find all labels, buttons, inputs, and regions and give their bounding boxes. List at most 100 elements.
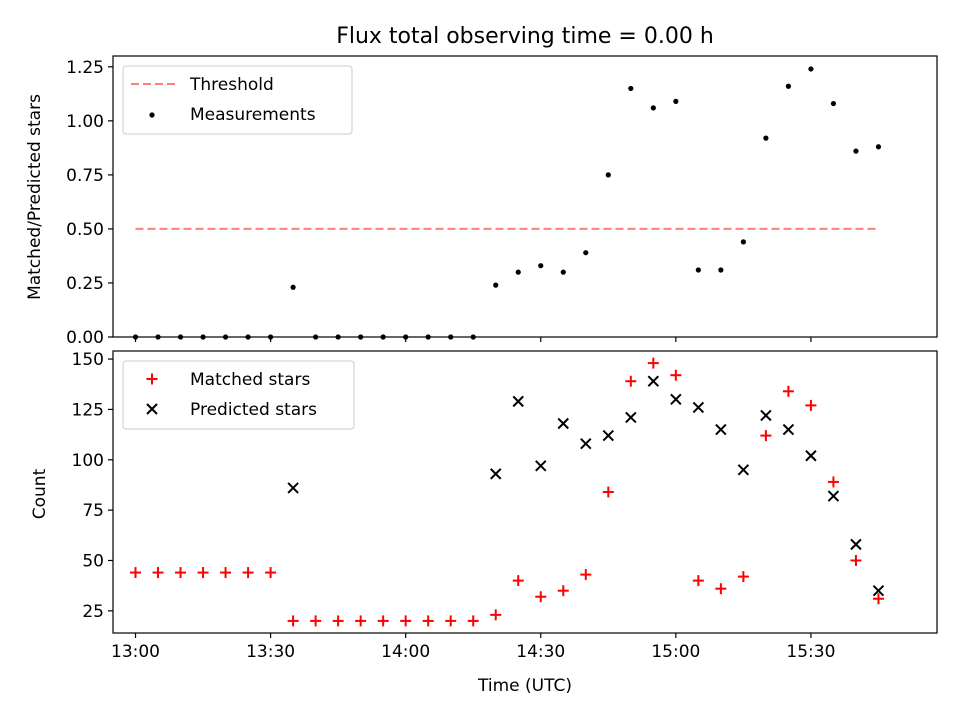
- predicted-point: [737, 464, 750, 476]
- matched-point: [850, 554, 862, 566]
- measurement-point: [583, 250, 589, 256]
- series-measurements: [132, 66, 882, 340]
- measurement-point: [628, 85, 634, 92]
- matched-point: [490, 609, 502, 621]
- legend-measurements-label: Measurements: [190, 105, 316, 125]
- matched-point: [355, 615, 367, 627]
- matched-point: [692, 575, 704, 587]
- star-count-panel: Count Time (UTC) 25 50 75 100 125 150 13:00 13:…: [30, 350, 938, 696]
- matched-point: [535, 591, 547, 603]
- legend: Threshold Measurements: [122, 65, 353, 135]
- matched-point: [287, 615, 299, 627]
- matched-point: [422, 615, 434, 627]
- measurement-point: [853, 148, 859, 154]
- matched-point: [220, 567, 232, 579]
- matched-point: [602, 486, 614, 498]
- legend-predicted-label: Predicted stars: [190, 400, 317, 420]
- y-axis-label: Matched/Predicted stars: [25, 94, 45, 300]
- predicted-point: [827, 490, 840, 502]
- x-tick-label: 15:30: [786, 642, 835, 662]
- legend-matched-swatch: [146, 373, 158, 385]
- matched-point: [467, 615, 479, 627]
- legend-matched-label: Matched stars: [190, 370, 310, 390]
- y-tick-label: 75: [82, 501, 104, 521]
- predicted-point: [512, 395, 524, 408]
- matched-point: [265, 567, 277, 579]
- legend-threshold-label: Threshold: [189, 75, 274, 95]
- matched-point: [782, 385, 794, 397]
- predicted-point: [535, 460, 547, 472]
- x-tick-label: 14:30: [516, 642, 565, 662]
- measurement-point: [605, 172, 611, 178]
- matched-point: [175, 567, 187, 579]
- matched-point: [557, 585, 569, 597]
- predicted-point: [580, 437, 592, 450]
- matched-point: [130, 567, 142, 579]
- measurement-point: [718, 267, 724, 273]
- x-tick-label: 13:00: [111, 642, 160, 662]
- predicted-point: [850, 538, 862, 551]
- measurement-point: [650, 105, 656, 111]
- chart-title: Flux total observing time = 0.00 h: [336, 24, 714, 49]
- measurement-point: [493, 282, 499, 288]
- matched-point: [625, 375, 637, 387]
- legend-predicted-swatch: [146, 403, 158, 415]
- matched-point: [872, 593, 884, 605]
- y-tick-label: 0.00: [66, 328, 104, 348]
- predicted-point: [490, 468, 502, 480]
- measurement-point: [560, 269, 566, 275]
- predicted-point: [647, 375, 660, 387]
- x-tick-label: 13:30: [246, 642, 295, 662]
- series-matched-stars: [130, 357, 884, 627]
- x-tick-label: 14:00: [381, 642, 430, 662]
- legend-box: [122, 65, 353, 135]
- matched-point: [400, 615, 412, 627]
- measurement-point: [875, 144, 882, 150]
- measurement-point: [808, 66, 814, 72]
- measurement-point: [538, 263, 544, 269]
- y-tick-label: 1.25: [66, 58, 104, 78]
- predicted-point: [557, 417, 569, 430]
- predicted-point: [602, 429, 615, 442]
- predicted-point: [692, 401, 705, 414]
- predicted-point: [760, 409, 772, 422]
- flux-ratio-panel: Flux total observing time = 0.00 h Match…: [25, 24, 938, 348]
- x-tick-label: 15:00: [651, 642, 700, 662]
- axes-frame: [112, 350, 938, 634]
- matched-point: [512, 575, 524, 587]
- measurement-point: [740, 239, 746, 245]
- matched-point: [805, 399, 817, 411]
- predicted-point: [715, 423, 727, 436]
- y-tick-label: 0.50: [66, 220, 104, 240]
- plot-area: [130, 357, 885, 627]
- series-predicted-stars: [287, 375, 885, 597]
- matched-point: [197, 567, 209, 579]
- matched-point: [827, 476, 839, 488]
- predicted-point: [670, 393, 682, 406]
- predicted-point: [782, 423, 795, 436]
- predicted-point: [872, 584, 885, 597]
- measurement-point: [695, 267, 701, 273]
- matched-point: [332, 615, 344, 627]
- legend-measurements-swatch: [149, 112, 155, 118]
- matched-point: [152, 567, 164, 579]
- matched-point: [580, 569, 592, 581]
- y-tick-label: 100: [72, 451, 104, 471]
- measurement-point: [763, 135, 769, 141]
- measurement-point: [290, 284, 296, 290]
- matched-point: [715, 583, 727, 595]
- y-tick-label: 1.00: [66, 112, 104, 132]
- measurement-point: [673, 98, 679, 104]
- legend: Matched stars Predicted stars: [122, 360, 355, 430]
- y-tick-label: 0.75: [66, 166, 104, 186]
- matched-point: [310, 615, 322, 627]
- y-tick-label: 50: [82, 551, 104, 571]
- y-axis-label: Count: [30, 468, 50, 519]
- predicted-point: [805, 450, 817, 462]
- y-tick-label: 150: [72, 350, 104, 370]
- measurement-point: [830, 100, 837, 107]
- axes-frame: [112, 55, 938, 338]
- matched-point: [760, 430, 772, 442]
- measurement-point: [785, 83, 792, 89]
